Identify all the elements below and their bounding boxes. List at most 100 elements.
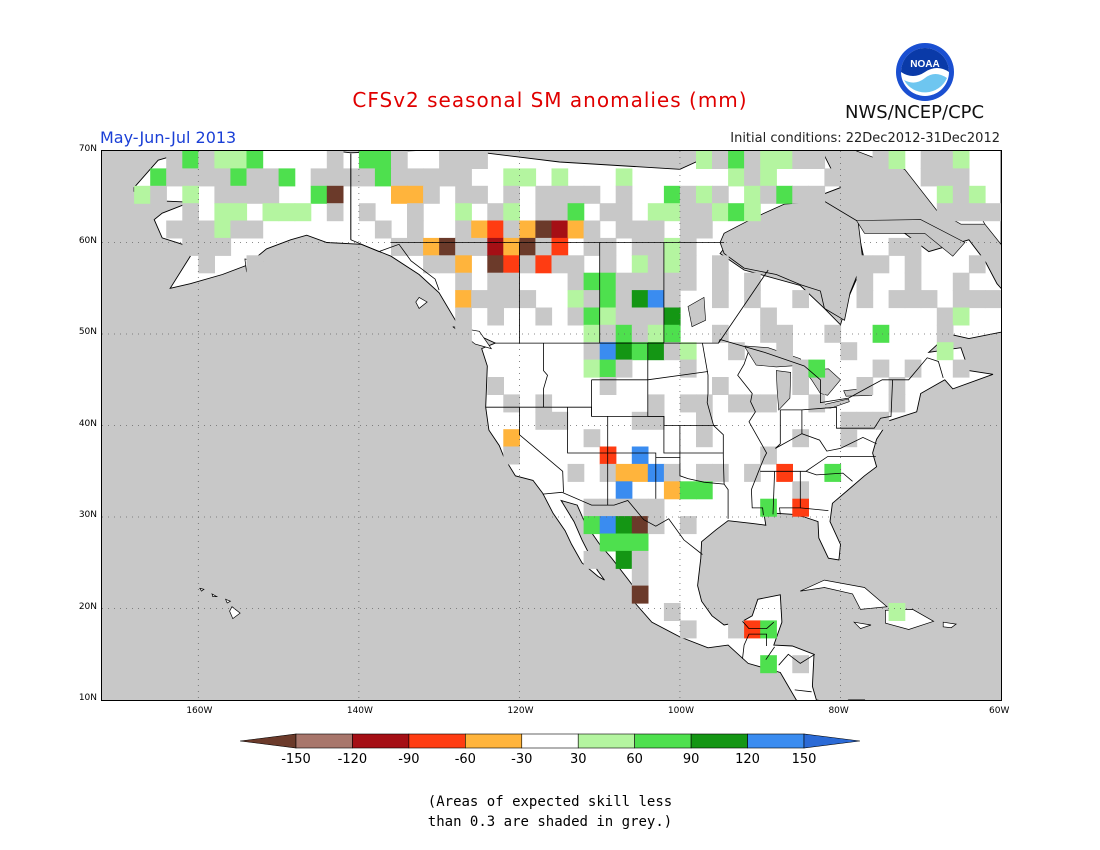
anomaly-cell xyxy=(198,151,215,169)
anomaly-cell xyxy=(567,307,585,326)
initial-conditions: Initial conditions: 22Dec2012-31Dec2012 xyxy=(730,131,1000,146)
anomaly-cell xyxy=(647,498,665,517)
anomaly-cell xyxy=(230,203,248,222)
anomaly-cell xyxy=(920,168,938,187)
anomaly-cell xyxy=(792,377,809,395)
anomaly-cell xyxy=(599,237,617,256)
anomaly-cell xyxy=(198,220,215,239)
anomaly-cell xyxy=(166,151,183,169)
anomaly-cell xyxy=(391,168,408,187)
anomaly-cell xyxy=(936,324,954,343)
colorbar-swatch xyxy=(408,733,466,749)
anomaly-cell xyxy=(631,411,649,430)
border-line xyxy=(647,343,724,454)
anomaly-cell xyxy=(503,185,520,204)
anomaly-cell xyxy=(583,429,601,448)
anomaly-cell xyxy=(728,620,745,639)
border-line xyxy=(765,646,775,660)
anomaly-cell xyxy=(503,237,520,256)
anomaly-cell xyxy=(776,185,793,204)
anomaly-cell xyxy=(455,255,472,274)
anomaly-cell xyxy=(487,237,504,256)
anomaly-cell xyxy=(374,168,392,187)
colorbar-label: -90 xyxy=(398,752,420,767)
anomaly-cell xyxy=(679,620,697,639)
anomaly-cell xyxy=(920,151,938,169)
anomaly-cell xyxy=(856,411,874,430)
anomaly-cell xyxy=(952,290,970,309)
anomaly-cell xyxy=(519,290,537,309)
anomaly-cell xyxy=(326,185,344,204)
anomaly-cell xyxy=(936,307,954,326)
anomaly-cell xyxy=(679,185,697,204)
anomaly-cell xyxy=(407,220,424,239)
anomaly-cell xyxy=(214,168,232,187)
anomaly-cell xyxy=(615,463,633,482)
anomaly-cell xyxy=(439,255,456,274)
anomaly-cell xyxy=(583,516,601,535)
anomaly-cell xyxy=(679,342,697,361)
anomaly-cell xyxy=(840,411,858,430)
anomaly-cell xyxy=(631,307,649,326)
border-line xyxy=(742,621,775,630)
anomaly-cell xyxy=(551,220,569,239)
anomaly-cell xyxy=(792,151,809,169)
anomaly-cell xyxy=(503,255,520,274)
anomaly-cell xyxy=(631,324,649,343)
anomaly-cell xyxy=(583,498,601,517)
anomaly-cell xyxy=(728,168,745,187)
island-13 xyxy=(199,587,205,592)
anomaly-cell xyxy=(760,307,777,326)
anomaly-cell xyxy=(712,185,729,204)
anomaly-cell xyxy=(728,151,745,169)
anomaly-cell xyxy=(214,203,232,222)
anomaly-cell xyxy=(310,168,328,187)
anomaly-cell xyxy=(455,290,472,309)
anomaly-cell xyxy=(679,220,697,239)
anomaly-cell xyxy=(198,255,215,274)
anomaly-cell xyxy=(583,550,601,569)
anomaly-cell xyxy=(888,151,906,169)
anomaly-cell xyxy=(471,290,488,309)
anomaly-cell xyxy=(792,655,809,674)
anomaly-cell xyxy=(663,237,681,256)
map-title: CFSv2 seasonal SM anomalies (mm) xyxy=(352,88,748,112)
anomaly-cell xyxy=(326,203,344,222)
skill-note-line-2: than 0.3 are shaded in grey.) xyxy=(427,814,673,830)
anomaly-cell xyxy=(615,481,633,500)
anomaly-cell xyxy=(615,550,633,569)
anomaly-cell xyxy=(647,220,665,239)
anomaly-cell xyxy=(679,237,697,256)
colorbar-swatch xyxy=(521,733,579,749)
anomaly-cell xyxy=(487,307,504,326)
anomaly-cell xyxy=(166,220,183,239)
anomaly-cell xyxy=(487,377,504,395)
anomaly-cell xyxy=(840,429,858,448)
anomaly-cell xyxy=(407,185,424,204)
anomaly-cell xyxy=(583,185,601,204)
anomaly-cell xyxy=(246,168,264,187)
colorbar-swatch xyxy=(577,733,635,749)
anomaly-cell xyxy=(567,220,585,239)
anomaly-cell xyxy=(696,394,713,413)
lon-label: 120W xyxy=(507,706,534,716)
anomaly-cell xyxy=(246,151,264,169)
border-line xyxy=(760,456,876,472)
island-12 xyxy=(211,593,219,597)
island-4 xyxy=(800,579,888,610)
anomaly-cell xyxy=(407,237,424,256)
anomaly-cell xyxy=(904,272,922,291)
anomaly-cell xyxy=(792,185,809,204)
borders xyxy=(350,153,944,693)
anomaly-cell xyxy=(615,290,633,309)
anomaly-cell xyxy=(278,168,296,187)
anomaly-cell xyxy=(551,203,569,222)
anomaly-cell xyxy=(744,185,761,204)
anomaly-cell xyxy=(374,220,392,239)
anomaly-cell xyxy=(182,185,199,204)
anomaly-cell xyxy=(679,394,697,413)
anomaly-cell xyxy=(663,203,681,222)
anomaly-cell xyxy=(712,255,729,274)
anomaly-cell xyxy=(856,290,874,309)
anomaly-cell xyxy=(358,203,376,222)
